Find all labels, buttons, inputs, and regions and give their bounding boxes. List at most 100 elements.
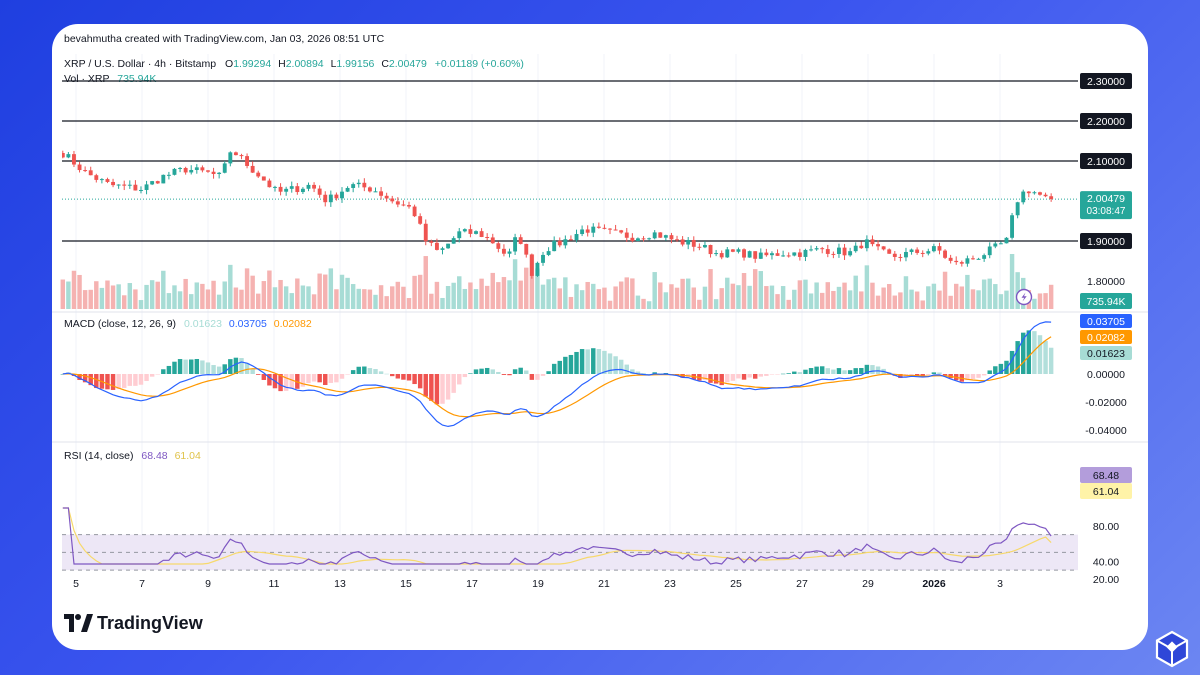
macd-histogram-bar [512,369,518,374]
volume-bar [362,289,367,309]
candle-body [222,163,227,173]
macd-histogram-bar [94,374,99,389]
macd-histogram-bar [205,362,211,374]
volume-bar [328,268,334,309]
candle-body [825,249,830,254]
volume-bar [853,275,858,309]
volume-bar [233,287,239,309]
candle-body [206,170,210,172]
macd-histogram-bar [870,365,875,374]
volume-badge: 735.94K [1080,293,1132,309]
candle-body [245,156,250,166]
high-label: H [278,58,286,70]
flash-icon[interactable] [1015,288,1033,306]
macd-histogram-bar [607,353,613,374]
candle-body [770,253,774,256]
macd-histogram-bar [641,373,646,374]
macd-legend: MACD (close, 12, 26, 9) 0.01623 0.03705 … [64,318,312,330]
candle-body [647,238,652,240]
volume-bar [356,288,361,309]
macd-badge-macd: 0.03705 [1087,316,1125,328]
macd-histogram-bar [708,374,713,383]
volume-bar [99,287,105,309]
macd-histogram-bar [1048,347,1054,374]
candle-body [133,184,138,191]
macd-histogram-bar [300,374,306,387]
candle-body [189,169,194,173]
candle-body [356,182,361,185]
candle-body [987,246,992,256]
macd-histogram-bar [942,374,948,376]
volume-bar [752,269,758,309]
rsi-title: RSI (14, close) [64,450,133,462]
macd-histogram-bar [797,372,803,374]
macd-histogram-bar [105,374,110,390]
macd-histogram-bar [965,374,970,381]
candle-body [557,240,562,246]
candle-body [1032,192,1037,194]
candle-body [233,152,238,156]
macd-histogram-bar [339,374,345,379]
macd-histogram-bar [412,374,417,385]
candle-body [730,249,735,252]
volume-bar [859,291,864,309]
candle-body [931,246,936,252]
close-label: C [381,58,389,70]
volume-bar [870,282,875,309]
macd-histogram-bar [535,374,540,380]
macd-histogram-bar [825,368,831,374]
candle-body [820,248,825,250]
volume-bar [585,281,590,309]
time-axis-label: 21 [598,578,610,590]
candle-body [111,181,115,186]
candle-body [217,172,222,175]
rsi-line [62,507,1052,565]
candle-body [831,253,836,255]
volume-bar [758,271,764,309]
price-axis-label: 2.30000 [1087,76,1125,88]
volume-bar [792,289,797,309]
macd-histogram-bar [914,374,920,376]
candle-body [440,248,445,250]
volume-bar [825,282,831,309]
volume-bar [926,286,931,309]
macd-legend-hist: 0.01623 [184,318,222,330]
macd-histogram-bar [384,373,389,375]
candle-body [373,191,378,193]
rsi-legend-ma: 61.04 [175,450,201,462]
volume-bar [278,279,283,309]
trading-chart[interactable]: bevahmutha created with TradingView.com,… [52,24,1148,650]
candle-body [842,247,847,256]
volume-bar [881,287,886,309]
candle-body [613,229,618,231]
volume-bar [819,292,825,309]
macd-histogram-bar [970,374,976,379]
macd-histogram-bar [457,374,462,385]
candle-body [278,186,283,192]
time-axis-label: 13 [334,578,346,590]
price-axis-label: 1.80000 [1087,276,1125,288]
macd-histogram-bar [468,373,473,374]
macd-axis-label: -0.02000 [1085,397,1127,409]
candle-body [1015,202,1020,216]
candle-body [552,240,557,252]
macd-histogram-bar [702,374,708,381]
macd-histogram-bar [847,370,853,374]
macd-histogram-bar [250,369,255,374]
open-value: 1.99294 [233,58,271,70]
candle-body [474,231,478,234]
volume-bar [110,285,116,309]
volume-bar [864,265,870,309]
macd-histogram-bar [736,374,741,379]
volume-bar [998,294,1004,309]
time-axis[interactable]: 5 7 9 11 13 15 17 19 21 23 25 27 29 2026 3 [73,578,1003,590]
rsi-badge-value: 68.48 [1093,470,1119,482]
macd-histogram-bar [909,374,914,376]
volume-bar [406,298,412,309]
macd-histogram-bar [630,369,635,374]
macd-histogram-bar [803,369,808,374]
candle-body [775,253,780,256]
cube-logo-icon [1155,630,1189,668]
candle-body [965,258,970,264]
volume-bar [88,289,93,309]
